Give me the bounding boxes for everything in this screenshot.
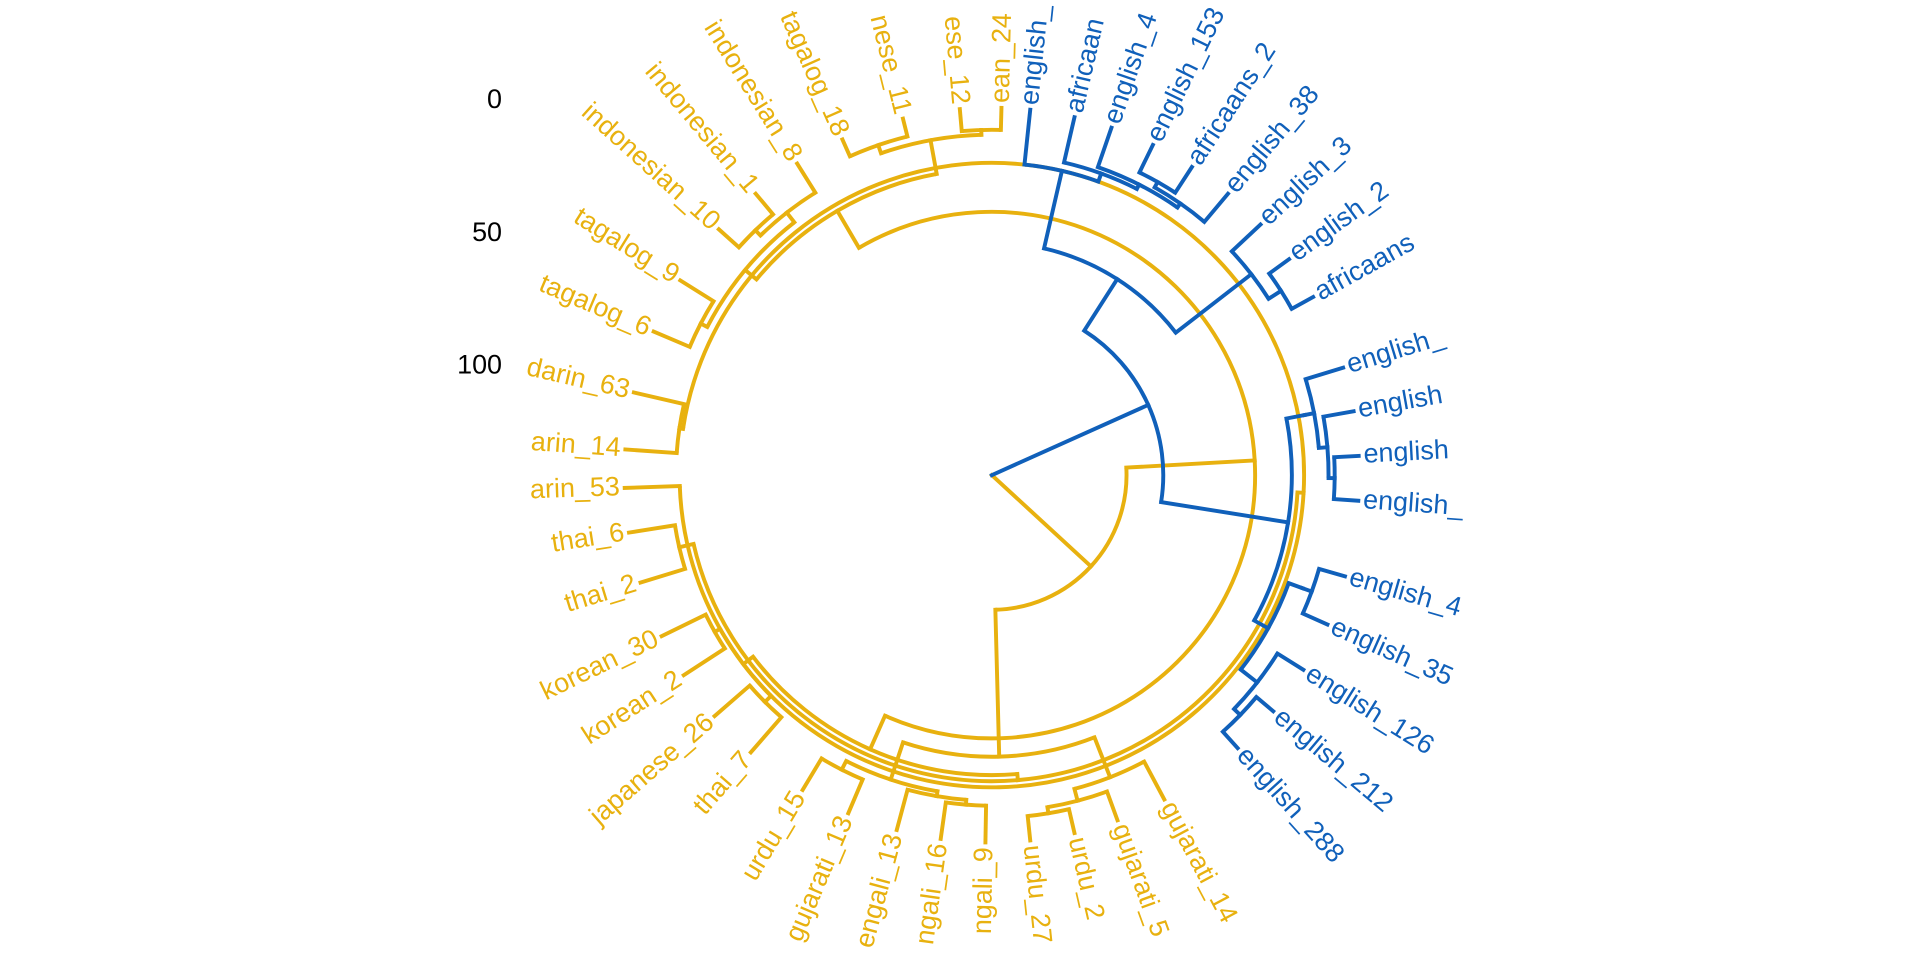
branch-segment	[960, 109, 962, 131]
leaf-label: english_	[1014, 2, 1054, 106]
branch-segment	[1323, 411, 1353, 416]
branch-segment	[995, 610, 999, 757]
branch-segment	[719, 229, 739, 247]
branch-segment	[1139, 145, 1152, 173]
branch-segment	[1107, 792, 1117, 821]
branch-segment	[765, 696, 771, 702]
branch-segment	[1277, 654, 1303, 670]
branch-segment	[654, 332, 690, 347]
branch-segment	[1286, 415, 1304, 418]
branch-segment	[684, 648, 725, 675]
leaf-label: ngali_9	[967, 847, 999, 934]
leaf-label: urdu_15	[735, 785, 812, 885]
branch-segment	[1001, 108, 1002, 130]
leaf-label: arin_14	[530, 426, 622, 462]
branch-segment	[679, 544, 693, 547]
leaf-label: engali_13	[849, 830, 908, 951]
branch-segment	[837, 211, 859, 248]
branch-segment	[797, 164, 815, 193]
branch-segment	[1069, 809, 1075, 833]
branch-segment	[680, 280, 713, 301]
leaf-label: english_	[1362, 484, 1465, 521]
branches	[625, 108, 1359, 843]
branch-segment	[848, 779, 862, 813]
radial-axis: 0 50 100	[457, 84, 502, 380]
branch-segment	[1175, 167, 1192, 193]
branch-segment	[870, 716, 885, 750]
leaf-label: darin_63	[524, 351, 633, 404]
branch-segment	[1289, 583, 1303, 588]
branch-segment	[842, 140, 849, 157]
leaf-label: ese_12	[939, 15, 977, 106]
branch-segment	[1241, 670, 1257, 683]
branch-segment	[1256, 697, 1273, 711]
branch-segment	[715, 686, 750, 717]
branch-segment	[985, 806, 986, 843]
leaf-label: thai_2	[561, 568, 640, 618]
branch-segment	[992, 405, 1148, 475]
leaf-label: tagalog_6	[535, 268, 656, 342]
branch-segment	[941, 802, 946, 838]
branch-segment	[1269, 259, 1289, 273]
branch-segment	[1292, 297, 1313, 309]
axis-tick-label: 100	[457, 349, 502, 379]
branch-segment	[903, 119, 907, 137]
branch-segment	[1303, 614, 1328, 625]
branch-segment	[1161, 502, 1288, 522]
branch-segment	[756, 194, 773, 215]
branch-segment	[1334, 499, 1358, 501]
branch-segment	[629, 525, 675, 532]
leaf-label: thai_7	[687, 745, 758, 820]
branch-segment	[803, 758, 822, 789]
branch-segment	[1223, 732, 1238, 748]
branch-segment	[634, 392, 684, 404]
branch-segment	[1064, 117, 1074, 162]
leaf-label: arin_53	[529, 471, 620, 504]
leaf-label: english	[1363, 434, 1450, 468]
leaf-label: tagalog_9	[569, 201, 685, 289]
branch-segment	[1269, 291, 1281, 299]
branch-segment	[992, 475, 1091, 566]
branch-segment	[1028, 816, 1031, 840]
branch-segment	[662, 615, 706, 636]
leaf-label: english_	[1343, 320, 1449, 378]
branch-arc	[859, 212, 1255, 739]
branch-segment	[625, 486, 680, 488]
axis-tick-label: 50	[472, 217, 502, 247]
branch-segment	[641, 569, 685, 583]
branch-segment	[1084, 279, 1117, 331]
branch-segment	[1319, 569, 1345, 576]
branch-segment	[1098, 128, 1112, 167]
axis-tick-label: 0	[487, 84, 502, 114]
branch-segment	[1204, 194, 1228, 222]
leaf-label: english_4	[1346, 561, 1465, 622]
branch-segment	[625, 449, 676, 453]
branch-segment	[1024, 110, 1030, 165]
branch-segment	[1044, 171, 1062, 249]
branch-segment	[1232, 225, 1261, 252]
branch-segment	[1126, 460, 1254, 467]
leaf-label: urdu_2	[1063, 834, 1111, 922]
branch-segment	[1306, 368, 1343, 379]
leaf-label: ngali_16	[909, 841, 953, 946]
branch-segment	[787, 213, 795, 223]
branch-segment	[1137, 185, 1139, 189]
leaf-label: nese_11	[865, 12, 919, 118]
leaf-label: thai_6	[549, 517, 626, 558]
branch-segment	[1334, 456, 1358, 457]
leaf-label: urdu_27	[1018, 844, 1058, 945]
leaf-label: ean_24	[985, 13, 1017, 104]
branch-segment	[751, 717, 782, 752]
branch-segment	[1144, 762, 1164, 800]
leaf-label: gujarati_5	[1107, 819, 1176, 940]
branch-segment	[842, 761, 846, 770]
branch-segment	[897, 790, 908, 830]
leaf-label: english	[1355, 379, 1444, 423]
branch-segment	[1176, 274, 1252, 332]
